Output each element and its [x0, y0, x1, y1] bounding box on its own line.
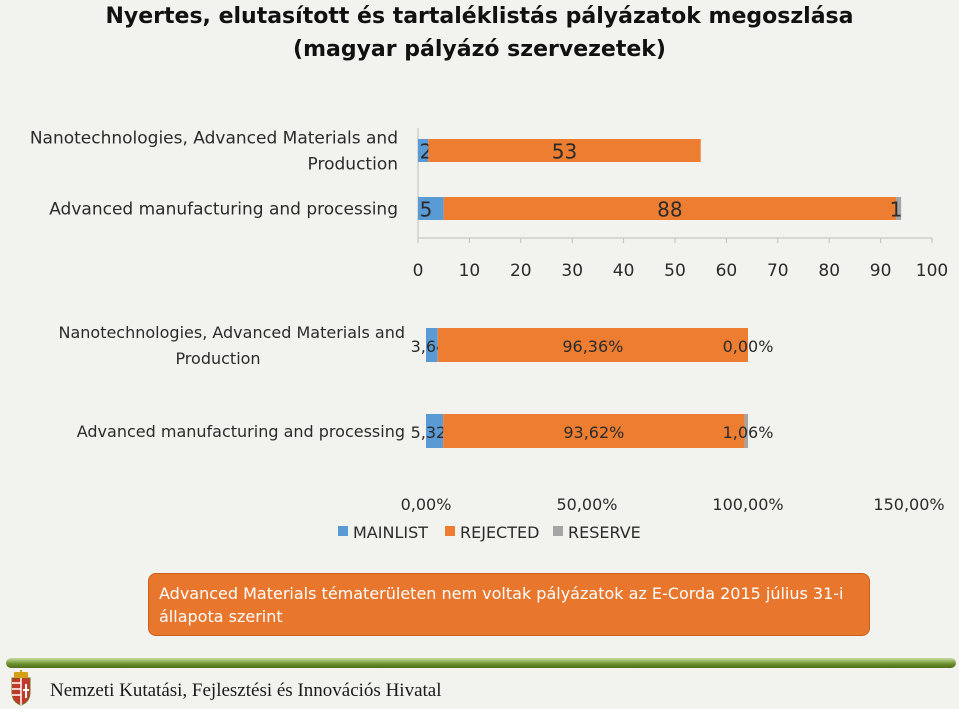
chart1-bar-rejected — [428, 139, 701, 162]
chart2-data-label: 96,36% — [562, 337, 623, 356]
crest-icon — [11, 670, 31, 706]
chart2-data-label: 93,62% — [563, 423, 624, 442]
chart1-x-tick-label: 100 — [916, 261, 948, 281]
chart2-data-label: 0,00% — [723, 337, 774, 356]
chart2-x-tick-label: 100,00% — [712, 495, 783, 514]
chart1-bar-mainlist — [418, 197, 444, 220]
chart1-x-tick-label: 20 — [510, 261, 532, 281]
legend-label-rejected: REJECTED — [460, 523, 539, 542]
chart2-bar-mainlist — [426, 414, 444, 448]
chart2-category-label: Advanced manufacturing and processing — [77, 422, 405, 441]
chart1-category-label: Nanotechnologies, Advanced Materials and — [30, 129, 398, 149]
chart-title: Nyertes, elutasított és tartaléklistás p… — [0, 0, 959, 66]
chart1-data-label: 1 — [890, 198, 903, 222]
chart2-category-label: Production — [175, 349, 260, 368]
chart1-data-label: 88 — [657, 198, 682, 222]
chart1-data-label: 53 — [552, 140, 577, 164]
legend-swatch-rejected — [445, 526, 455, 536]
title-line-2: (magyar pályázó szervezetek) — [293, 37, 666, 62]
chart1-data-label: 5 — [420, 198, 433, 222]
chart1-x-tick-label: 10 — [459, 261, 481, 281]
chart2-bar-rejected — [437, 328, 748, 362]
legend-swatch-reserve — [553, 526, 563, 536]
title-line-1: Nyertes, elutasított és tartaléklistás p… — [105, 4, 854, 29]
chart1-x-tick-label: 70 — [767, 261, 789, 281]
footer-bar — [6, 658, 956, 668]
chart2-bar-rejected — [443, 414, 745, 448]
chart2-x-tick-label: 50,00% — [556, 495, 617, 514]
note-text: Advanced Materials tématerületen nem vol… — [159, 584, 844, 626]
chart2-bar-mainlist — [426, 328, 438, 362]
chart1-x-tick-label: 40 — [613, 261, 635, 281]
chart1-x-tick-label: 90 — [870, 261, 892, 281]
chart1-x-tick-label: 30 — [561, 261, 583, 281]
chart2-category-label: Nanotechnologies, Advanced Materials and — [58, 323, 405, 342]
legend-swatch-mainlist — [338, 526, 348, 536]
chart1-x-tick-label: 60 — [716, 261, 738, 281]
legend-label-reserve: RESERVE — [568, 523, 641, 542]
chart1-x-tick-label: 50 — [664, 261, 686, 281]
chart1-x-tick-label: 80 — [818, 261, 840, 281]
footer-text: Nemzeti Kutatási, Fejlesztési és Innovác… — [50, 680, 442, 701]
chart1-bar-rejected — [443, 197, 897, 220]
legend-label-mainlist: MAINLIST — [353, 523, 428, 542]
chart2-bar-reserve — [744, 414, 748, 448]
note-box: Advanced Materials tématerületen nem vol… — [148, 573, 870, 636]
chart1-x-tick-label: 0 — [413, 261, 424, 281]
charts-canvas: 0 10 20 30 40 50 60 70 80 90 100 Nanotechnologies, … — [30, 128, 948, 542]
chart2-data-label: 1,06% — [723, 423, 774, 442]
chart1-bar-reserve — [896, 197, 902, 220]
chart1-category-label: Advanced manufacturing and processing — [49, 200, 398, 220]
chart1-bar-mainlist — [418, 139, 429, 162]
chart2-x-tick-label: 0,00% — [401, 495, 452, 514]
chart2-x-tick-label: 150,00% — [873, 495, 944, 514]
chart1-category-label: Production — [308, 155, 398, 175]
